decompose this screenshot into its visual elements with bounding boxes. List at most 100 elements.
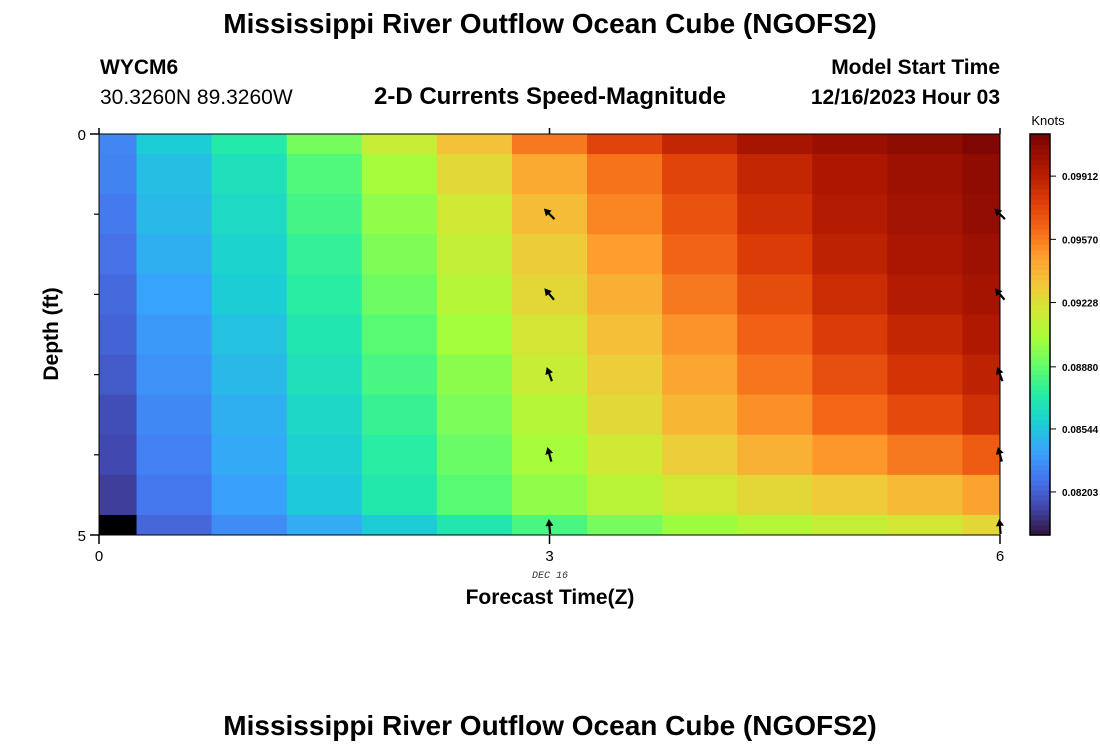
heatmap-cell (99, 514, 138, 536)
colorbar-segment (1030, 179, 1050, 185)
colorbar-segment (1030, 404, 1050, 411)
heatmap-cell (962, 394, 1001, 436)
heatmap-cell (99, 154, 138, 195)
heatmap-cell (962, 134, 1001, 155)
heatmap-cell (436, 134, 513, 155)
heatmap-cell (511, 154, 588, 195)
colorbar-segment (1030, 299, 1050, 306)
heatmap-cell (436, 514, 513, 536)
x-tick-label: 3 (545, 548, 553, 565)
heatmap-cell (812, 134, 888, 155)
heatmap-cell (887, 514, 963, 536)
colorbar-segment (1030, 524, 1050, 531)
heatmap-cell (887, 354, 963, 396)
colorbar-segment (1030, 304, 1050, 311)
heatmap-cell (587, 474, 663, 516)
heatmap-cell (887, 394, 963, 436)
colorbar-segment (1030, 154, 1050, 160)
colorbar-segment (1030, 249, 1050, 255)
colorbar-segment (1030, 429, 1050, 436)
colorbar-segment (1030, 499, 1050, 506)
vector-head (994, 288, 1003, 297)
heatmap-cell (286, 314, 363, 356)
current-vector (545, 367, 553, 382)
vector-head (543, 208, 552, 217)
heatmap-cell (662, 234, 738, 275)
heatmap-cell (737, 314, 813, 356)
heatmap-cell (436, 314, 513, 356)
colorbar-segment (1030, 309, 1050, 316)
heatmap-cell (887, 154, 963, 195)
colorbar-segment (1030, 454, 1050, 461)
heatmap-cell (436, 274, 513, 315)
colorbar-segment (1030, 279, 1050, 285)
heatmap-cell (136, 274, 213, 315)
heatmap-cell (511, 234, 588, 275)
heatmap-cell (286, 234, 363, 275)
colorbar-segment (1030, 329, 1050, 336)
heatmap-cell (962, 514, 1001, 536)
colorbar-segment (1030, 314, 1050, 321)
heatmap-cell (211, 134, 288, 155)
heatmap-cell (737, 134, 813, 155)
colorbar-segment (1030, 504, 1050, 511)
heatmap-cell (587, 234, 663, 275)
heatmap-cell (887, 234, 963, 275)
heatmap-cell (812, 314, 888, 356)
heatmap-cell (211, 154, 288, 195)
heatmap-cell (662, 394, 738, 436)
heatmap-cell (211, 354, 288, 396)
heatmap-cell (887, 134, 963, 155)
colorbar-segment (1030, 334, 1050, 341)
colorbar-segment (1030, 449, 1050, 456)
colorbar-segment (1030, 244, 1050, 250)
heatmap-cell (136, 234, 213, 275)
colorbar-segment (1030, 264, 1050, 270)
heatmap-cells (99, 134, 1001, 536)
heatmap-cell (962, 274, 1001, 315)
colorbar-segment (1030, 324, 1050, 331)
colorbar-segment (1030, 529, 1050, 536)
heatmap-cell (662, 134, 738, 155)
axes: 0 3 605 (78, 127, 1005, 565)
heatmap-cell (887, 314, 963, 356)
heatmap-cell (737, 234, 813, 275)
heatmap-cell (99, 234, 138, 275)
heatmap-cell (99, 194, 138, 235)
colorbar-segment (1030, 424, 1050, 431)
heatmap-cell (99, 474, 138, 516)
colorbar-segment (1030, 489, 1050, 496)
colorbar-segment (1030, 469, 1050, 476)
heatmap-cell (511, 134, 588, 155)
heatmap-cell (361, 154, 438, 195)
heatmap-cell (211, 274, 288, 315)
colorbar-tick-label: 0.09228 (1062, 299, 1099, 310)
heatmap-cell (812, 194, 888, 235)
current-vector (543, 208, 556, 220)
heatmap-cell (436, 434, 513, 476)
current-vector (544, 288, 555, 301)
date-label: DEC 16 (532, 571, 568, 582)
heatmap-cell (812, 354, 888, 396)
heatmap-cell (136, 514, 213, 536)
heatmap-cell (587, 394, 663, 436)
heatmap-cell (812, 434, 888, 476)
colorbar-segment (1030, 159, 1050, 165)
heatmap-cell (587, 194, 663, 235)
heatmap-cell (286, 514, 363, 536)
heatmap-cell (211, 394, 288, 436)
heatmap-cell (211, 434, 288, 476)
heatmap-cell (737, 474, 813, 516)
colorbar-segment (1030, 149, 1050, 155)
colorbar-segment (1030, 384, 1050, 391)
colorbar-segment (1030, 164, 1050, 170)
colorbar-segment (1030, 389, 1050, 396)
colorbar-segment (1030, 414, 1050, 421)
colorbar-unit-label: Knots (1031, 113, 1065, 128)
heatmap-cell (511, 314, 588, 356)
colorbar-segment (1030, 289, 1050, 295)
model-start-label: Model Start Time (831, 56, 1000, 79)
colorbar-tick-label: 0.09570 (1062, 235, 1099, 246)
heatmap-cell (286, 274, 363, 315)
colorbar-segment (1030, 379, 1050, 386)
